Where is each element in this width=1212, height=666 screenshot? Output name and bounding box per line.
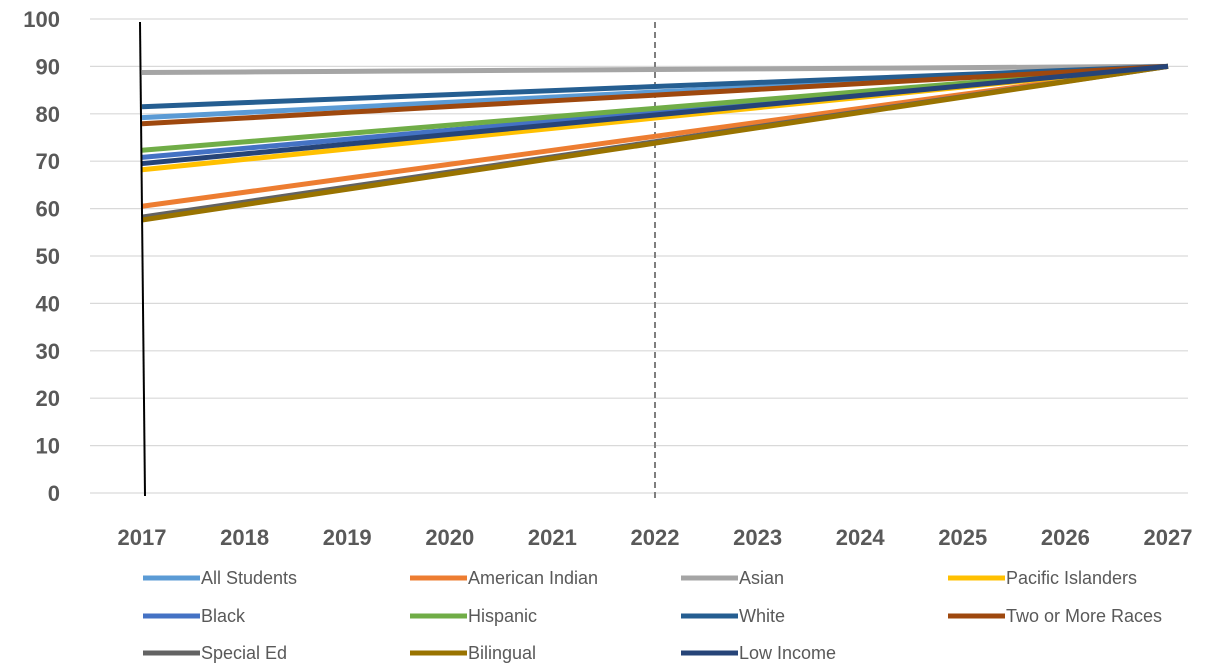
x-tick-label: 2020 bbox=[425, 525, 474, 550]
x-tick-label: 2023 bbox=[733, 525, 782, 550]
legend-item: American Indian bbox=[410, 568, 598, 588]
legend-item: All Students bbox=[143, 568, 297, 588]
y-tick-label: 40 bbox=[36, 291, 60, 316]
legend-label: American Indian bbox=[468, 568, 598, 588]
legend-item: Pacific Islanders bbox=[948, 568, 1137, 588]
x-tick-label: 2025 bbox=[938, 525, 987, 550]
legend-item: Low Income bbox=[681, 643, 836, 663]
series-line-white bbox=[141, 63, 1169, 110]
y-tick-label: 10 bbox=[36, 434, 60, 459]
y-tick-label: 50 bbox=[36, 244, 60, 269]
legend-label: Bilingual bbox=[468, 643, 536, 663]
series-line-two-or-more-races bbox=[141, 63, 1169, 127]
y-tick-label: 60 bbox=[36, 197, 60, 222]
series-line-low-income bbox=[141, 63, 1169, 167]
series-line-bilingual bbox=[141, 63, 1169, 223]
series-line-asian bbox=[141, 63, 1169, 76]
legend-label: Black bbox=[201, 606, 246, 626]
legend-label: Special Ed bbox=[201, 643, 287, 663]
y-axis-tick-labels: 0 10 20 30 40 50 60 70 80 90 100 bbox=[23, 7, 60, 506]
x-tick-label: 2022 bbox=[631, 525, 680, 550]
y-tick-label: 100 bbox=[23, 7, 60, 32]
x-tick-label: 2027 bbox=[1144, 525, 1193, 550]
x-tick-label: 2026 bbox=[1041, 525, 1090, 550]
y-tick-label: 20 bbox=[36, 386, 60, 411]
y-tick-label: 80 bbox=[36, 102, 60, 127]
legend-label: Low Income bbox=[739, 643, 836, 663]
x-axis-tick-labels: 2017 2018 2019 2020 2021 2022 2023 2024 2025 2026… bbox=[118, 525, 1193, 550]
legend-item: Special Ed bbox=[143, 643, 287, 663]
legend-label: Two or More Races bbox=[1006, 606, 1162, 626]
legend: All Students American Indian Asian Pacific … bbox=[143, 568, 1162, 663]
legend-item: Hispanic bbox=[410, 606, 537, 626]
y-axis-line-group bbox=[139, 21, 146, 497]
legend-item: Bilingual bbox=[410, 643, 536, 663]
y-tick-label: 90 bbox=[36, 54, 60, 79]
legend-item: White bbox=[681, 606, 785, 626]
x-tick-label: 2021 bbox=[528, 525, 577, 550]
legend-label: Asian bbox=[739, 568, 784, 588]
legend-label: Hispanic bbox=[468, 606, 537, 626]
y-tick-label: 70 bbox=[36, 149, 60, 174]
legend-label: White bbox=[739, 606, 785, 626]
legend-label: Pacific Islanders bbox=[1006, 568, 1137, 588]
x-tick-label: 2019 bbox=[323, 525, 372, 550]
legend-item: Asian bbox=[681, 568, 784, 588]
series-lines bbox=[141, 63, 1169, 223]
legend-item: Two or More Races bbox=[948, 606, 1162, 626]
y-tick-label: 30 bbox=[36, 339, 60, 364]
legend-label: All Students bbox=[201, 568, 297, 588]
y-axis-line bbox=[139, 21, 146, 497]
x-tick-label: 2018 bbox=[220, 525, 269, 550]
x-tick-label: 2017 bbox=[118, 525, 167, 550]
y-tick-label: 0 bbox=[48, 481, 60, 506]
x-tick-label: 2024 bbox=[836, 525, 886, 550]
legend-item: Black bbox=[143, 606, 246, 626]
